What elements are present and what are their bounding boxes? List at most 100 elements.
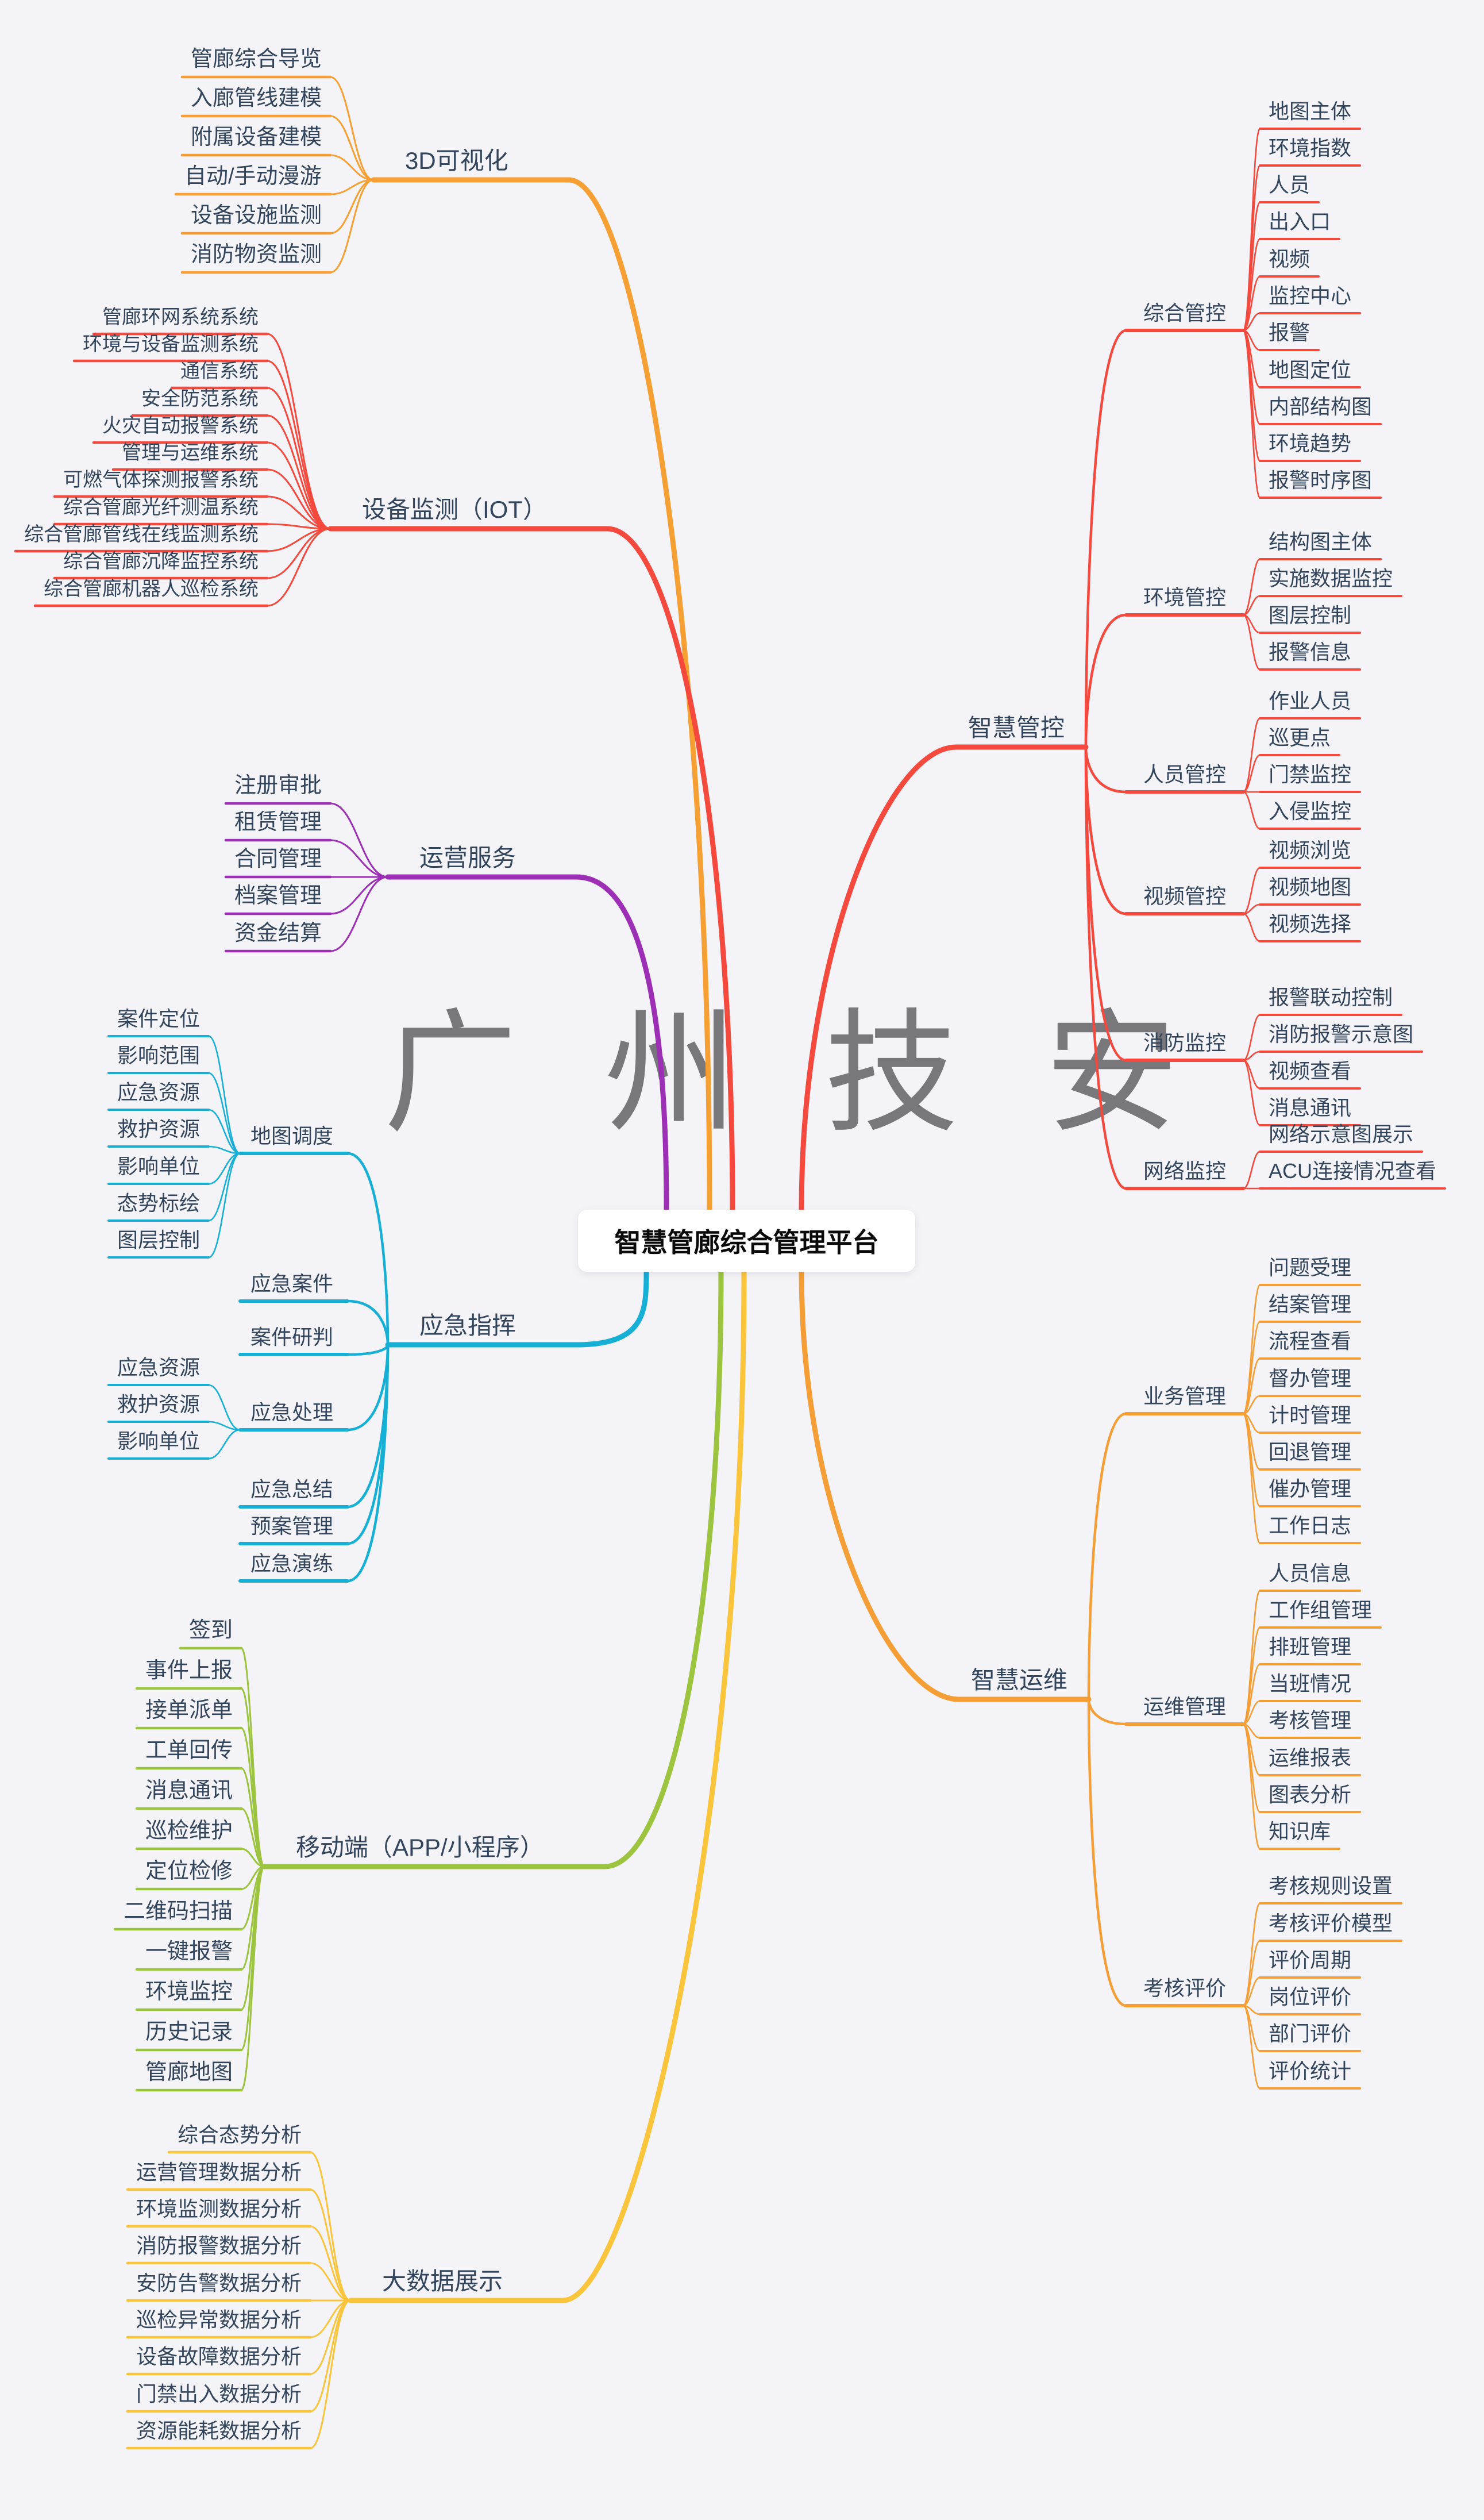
leaf-topic[interactable]: 影响单位 [117, 1155, 201, 1178]
leaf-topic[interactable]: 接单派单 [145, 1698, 233, 1722]
leaf-topic[interactable]: 回退管理 [1269, 1440, 1352, 1464]
leaf-topic[interactable]: 资金结算 [234, 921, 322, 945]
leaf-topic[interactable]: 影响单位 [117, 1429, 201, 1453]
leaf-topic[interactable]: 流程查看 [1269, 1329, 1352, 1353]
branch-topic[interactable]: 应急指挥 [419, 1312, 516, 1339]
branch-topic[interactable]: 3D可视化 [405, 147, 508, 174]
leaf-topic[interactable]: 内部结构图 [1269, 395, 1373, 418]
leaf-topic[interactable]: 环境指数 [1269, 136, 1352, 160]
leaf-topic[interactable]: 门禁出入数据分析 [136, 2382, 302, 2406]
leaf-topic[interactable]: 救护资源 [117, 1392, 201, 1416]
leaf-topic[interactable]: 救护资源 [117, 1117, 201, 1141]
leaf-topic[interactable]: 计时管理 [1269, 1403, 1352, 1427]
leaf-topic[interactable]: 环境与设备监测系统 [83, 333, 259, 355]
leaf-topic[interactable]: 视频浏览 [1269, 838, 1352, 862]
leaf-topic[interactable]: 定位检修 [145, 1859, 233, 1883]
leaf-topic[interactable]: 视频 [1269, 247, 1310, 271]
branch-topic[interactable]: 大数据展示 [382, 2268, 503, 2295]
leaf-topic[interactable]: 火灾自动报警系统 [102, 415, 259, 437]
leaf-topic[interactable]: 视频查看 [1269, 1059, 1352, 1083]
subtopic[interactable]: 应急案件 [250, 1272, 334, 1295]
leaf-topic[interactable]: 工作日志 [1269, 1514, 1352, 1537]
leaf-topic[interactable]: 消防物资监测 [191, 243, 322, 267]
leaf-topic[interactable]: 管廊综合导览 [191, 47, 322, 71]
leaf-topic[interactable]: 网络示意图展示 [1269, 1122, 1414, 1146]
leaf-topic[interactable]: 知识库 [1269, 1819, 1331, 1843]
branch-topic[interactable]: 设备监测（IOT） [362, 496, 547, 523]
subtopic[interactable]: 应急处理 [250, 1401, 334, 1424]
subtopic[interactable]: 考核评价 [1143, 1976, 1227, 2000]
leaf-topic[interactable]: 管理与运维系统 [122, 442, 259, 464]
leaf-topic[interactable]: 地图定位 [1269, 358, 1352, 382]
subtopic[interactable]: 综合管控 [1143, 301, 1227, 325]
leaf-topic[interactable]: 部门评价 [1269, 2022, 1352, 2045]
leaf-topic[interactable]: 评价周期 [1269, 1948, 1352, 1972]
leaf-topic[interactable]: 事件上报 [145, 1659, 233, 1683]
leaf-topic[interactable]: 通信系统 [180, 360, 259, 382]
subtopic[interactable]: 预案管理 [250, 1514, 334, 1538]
leaf-topic[interactable]: 入侵监控 [1269, 799, 1352, 823]
leaf-topic[interactable]: 消防报警数据分析 [136, 2234, 302, 2257]
subtopic[interactable]: 应急演练 [250, 1552, 334, 1575]
leaf-topic[interactable]: 综合态势分析 [178, 2123, 302, 2146]
leaf-topic[interactable]: 附属设备建模 [191, 125, 322, 149]
leaf-topic[interactable]: 报警时序图 [1269, 468, 1373, 492]
leaf-topic[interactable]: 门禁监控 [1269, 763, 1352, 786]
leaf-topic[interactable]: 影响范围 [117, 1044, 201, 1067]
leaf-topic[interactable]: 视频选择 [1269, 912, 1352, 936]
leaf-topic[interactable]: 一键报警 [145, 1940, 233, 1964]
leaf-topic[interactable]: 结构图主体 [1269, 530, 1373, 553]
leaf-topic[interactable]: 签到 [189, 1618, 233, 1642]
leaf-topic[interactable]: ACU连接情况查看 [1269, 1159, 1437, 1183]
leaf-topic[interactable]: 当班情况 [1269, 1672, 1352, 1695]
leaf-topic[interactable]: 督办管理 [1269, 1367, 1352, 1390]
leaf-topic[interactable]: 报警联动控制 [1269, 986, 1393, 1009]
leaf-topic[interactable]: 消息通讯 [145, 1779, 233, 1803]
subtopic[interactable]: 运维管理 [1143, 1695, 1227, 1718]
leaf-topic[interactable]: 管廊环网系统系统 [102, 306, 259, 328]
leaf-topic[interactable]: 应急资源 [117, 1080, 201, 1104]
leaf-topic[interactable]: 环境趋势 [1269, 432, 1352, 455]
leaf-topic[interactable]: 催办管理 [1269, 1477, 1352, 1501]
subtopic[interactable]: 业务管理 [1143, 1384, 1227, 1408]
leaf-topic[interactable]: 环境监控 [145, 1980, 233, 2004]
leaf-topic[interactable]: 图层控制 [117, 1228, 201, 1252]
leaf-topic[interactable]: 报警 [1269, 321, 1310, 344]
leaf-topic[interactable]: 考核规则设置 [1269, 1874, 1393, 1898]
leaf-topic[interactable]: 安防告警数据分析 [136, 2271, 302, 2295]
leaf-topic[interactable]: 排班管理 [1269, 1635, 1352, 1659]
leaf-topic[interactable]: 地图主体 [1269, 99, 1352, 123]
leaf-topic[interactable]: 态势标绘 [117, 1191, 201, 1215]
leaf-topic[interactable]: 人员信息 [1269, 1561, 1352, 1585]
leaf-topic[interactable]: 人员 [1269, 173, 1310, 197]
leaf-topic[interactable]: 巡更点 [1269, 726, 1331, 749]
leaf-topic[interactable]: 评价统计 [1269, 2059, 1352, 2083]
subtopic[interactable]: 环境管控 [1143, 586, 1227, 609]
leaf-topic[interactable]: 管廊地图 [145, 2060, 233, 2084]
leaf-topic[interactable]: 案件定位 [117, 1007, 201, 1030]
leaf-topic[interactable]: 综合管廊光纤测温系统 [63, 497, 259, 518]
leaf-topic[interactable]: 入廊管线建模 [191, 86, 322, 110]
leaf-topic[interactable]: 考核评价模型 [1269, 1911, 1393, 1935]
leaf-topic[interactable]: 应急资源 [117, 1356, 201, 1379]
leaf-topic[interactable]: 图层控制 [1269, 603, 1352, 627]
subtopic[interactable]: 人员管控 [1143, 763, 1227, 786]
leaf-topic[interactable]: 运营管理数据分析 [136, 2160, 302, 2184]
leaf-topic[interactable]: 实施数据监控 [1269, 567, 1393, 590]
leaf-topic[interactable]: 消防报警示意图 [1269, 1022, 1414, 1046]
leaf-topic[interactable]: 工单回传 [145, 1738, 233, 1763]
leaf-topic[interactable]: 工作组管理 [1269, 1598, 1373, 1622]
leaf-topic[interactable]: 安全防范系统 [141, 388, 259, 410]
leaf-topic[interactable]: 租赁管理 [234, 810, 322, 834]
subtopic[interactable]: 应急总结 [250, 1478, 334, 1501]
leaf-topic[interactable]: 岗位评价 [1269, 1985, 1352, 2009]
leaf-topic[interactable]: 二维码扫描 [124, 1899, 233, 1923]
leaf-topic[interactable]: 考核管理 [1269, 1709, 1352, 1732]
leaf-topic[interactable]: 可燃气体探测报警系统 [63, 469, 259, 491]
subtopic[interactable]: 消防监控 [1143, 1031, 1227, 1055]
branch-topic[interactable]: 智慧管控 [968, 714, 1065, 741]
leaf-topic[interactable]: 自动/手动漫游 [184, 164, 322, 188]
leaf-topic[interactable]: 报警信息 [1269, 640, 1352, 664]
branch-topic[interactable]: 运营服务 [419, 844, 516, 871]
root-topic[interactable]: 智慧管廊综合管理平台 [578, 1210, 915, 1272]
